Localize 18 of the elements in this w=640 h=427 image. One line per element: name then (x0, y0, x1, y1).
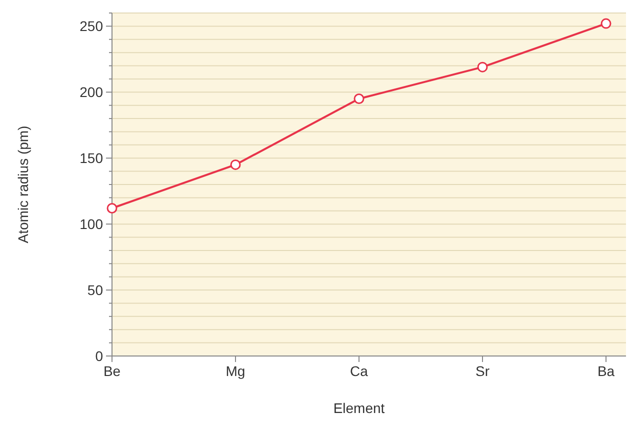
y-tick-label: 250 (80, 18, 104, 34)
y-tick-label: 200 (80, 84, 104, 100)
x-tick-label: Ca (350, 363, 368, 379)
point (600, 18, 612, 29)
x-tick-label: Mg (226, 363, 246, 379)
point (106, 202, 118, 214)
x-tick-label: Ba (597, 363, 615, 379)
x-tick-label: Sr (476, 363, 490, 379)
point (230, 159, 241, 170)
y-tick-label: 0 (95, 348, 104, 364)
y-tick-label: 50 (87, 282, 104, 298)
y-tick-label: 150 (80, 150, 104, 166)
y-axis-title: Atomic radius (pm) (15, 126, 31, 244)
point (354, 94, 364, 104)
point (477, 62, 488, 72)
x-tick-label: Be (103, 363, 121, 379)
x-axis-title: Element (333, 400, 385, 416)
y-tick-label: 100 (80, 216, 104, 232)
